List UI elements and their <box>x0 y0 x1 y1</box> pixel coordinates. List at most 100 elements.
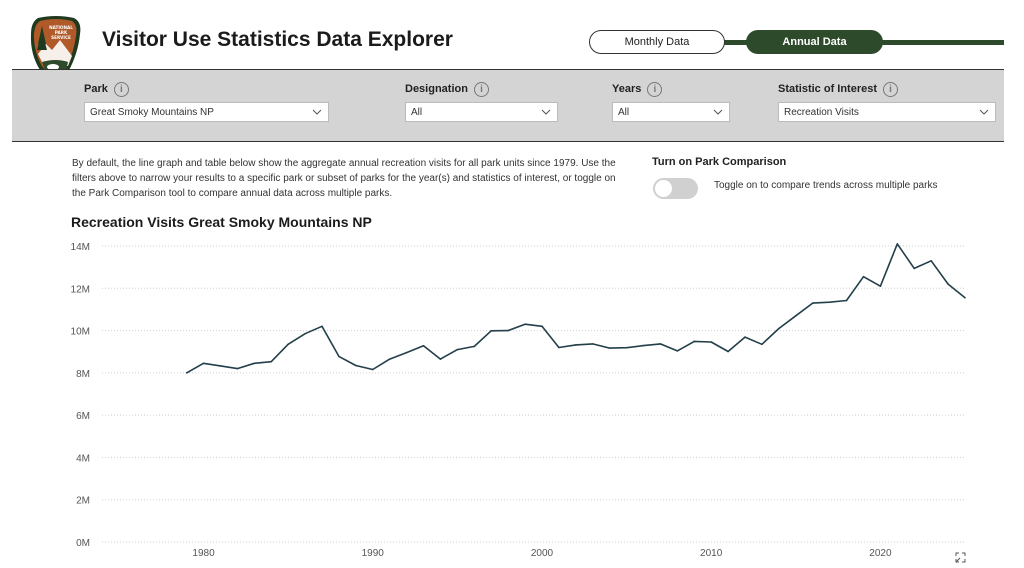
data-point <box>490 329 492 332</box>
comparison-hint: Toggle on to compare trends across multi… <box>714 180 938 191</box>
data-point <box>744 336 746 338</box>
filter-label-statistic: Statistic of Interest <box>778 83 878 95</box>
park-select-value: Great Smoky Mountains NP <box>90 106 214 118</box>
designation-select-value: All <box>411 106 423 118</box>
chart-title: Recreation Visits Great Smoky Mountains … <box>71 214 372 230</box>
info-icon[interactable]: i <box>647 81 663 97</box>
y-tick-label: 2M <box>76 496 90 507</box>
line-chart: 0M 2M 4M 6M 8M 10M 12M 14M 1980 1990 2000 2010 2020 <box>71 242 966 559</box>
data-point <box>371 368 374 371</box>
data-point <box>930 260 932 262</box>
data-point <box>879 285 882 287</box>
chevron-down-icon <box>541 109 551 115</box>
data-point <box>947 283 949 285</box>
data-point <box>270 360 273 363</box>
data-point <box>524 323 526 326</box>
data-point <box>355 364 357 367</box>
filter-bar: Park i Great Smoky Mountains NP Designati… <box>12 69 1004 142</box>
park-select[interactable]: Great Smoky Mountains NP <box>84 102 329 122</box>
data-point <box>202 362 205 365</box>
data-point <box>913 267 916 270</box>
park-comparison-toggle[interactable] <box>653 178 698 199</box>
filter-label-years: Years <box>612 83 642 95</box>
chevron-down-icon <box>312 109 322 115</box>
data-point <box>794 314 797 317</box>
logo-text-national: NATIONAL <box>49 25 73 30</box>
data-point <box>219 365 222 367</box>
info-icon[interactable]: i <box>473 81 489 97</box>
info-icon[interactable]: i <box>883 81 899 97</box>
data-point <box>710 341 712 343</box>
data-point <box>642 344 645 347</box>
years-select[interactable]: All <box>612 102 730 122</box>
data-point <box>964 297 966 299</box>
designation-select[interactable]: All <box>405 102 558 122</box>
logo-text-park: PARK <box>55 30 68 35</box>
data-point <box>828 301 831 304</box>
page-title: Visitor Use Statistics Data Explorer <box>102 28 453 51</box>
tab-annual-data[interactable]: Annual Data <box>746 30 883 54</box>
data-point <box>778 327 780 330</box>
data-point <box>253 362 256 365</box>
data-point <box>541 325 543 328</box>
years-select-value: All <box>618 106 630 118</box>
data-point <box>862 275 865 278</box>
x-tick-label: 2010 <box>700 548 723 559</box>
filter-park: Park i Great Smoky Mountains NP <box>84 80 329 122</box>
data-point <box>388 358 391 360</box>
data-point <box>439 358 442 360</box>
data-point <box>727 350 729 353</box>
description-text: By default, the line graph and table bel… <box>72 158 616 199</box>
y-tick-label: 8M <box>76 369 90 380</box>
data-point <box>811 302 814 304</box>
statistic-select-value: Recreation Visits <box>784 106 859 118</box>
comparison-title: Turn on Park Comparison <box>652 156 787 168</box>
toggle-knob <box>655 180 672 197</box>
data-point <box>761 343 763 346</box>
filter-label-designation: Designation <box>405 83 468 95</box>
data-point <box>896 243 899 245</box>
logo-text-service: SERVICE <box>51 35 71 40</box>
x-tick-label: 2000 <box>531 548 554 559</box>
filter-statistic: Statistic of Interest i Recreation Visits <box>778 80 996 122</box>
statistic-select[interactable]: Recreation Visits <box>778 102 996 122</box>
data-point <box>338 355 340 358</box>
chevron-down-icon <box>979 109 989 115</box>
data-point <box>422 344 425 347</box>
data-point <box>845 299 848 302</box>
y-tick-label: 12M <box>71 284 90 295</box>
y-tick-label: 10M <box>71 327 90 338</box>
data-point <box>676 350 679 352</box>
y-tick-label: 4M <box>76 453 90 464</box>
data-point <box>405 351 408 354</box>
expand-icon[interactable] <box>955 552 966 563</box>
data-point <box>185 372 188 374</box>
y-tick-label: 6M <box>76 411 90 422</box>
data-point <box>575 344 577 346</box>
y-tick-label: 0M <box>76 538 90 549</box>
filter-label-park: Park <box>84 83 108 95</box>
data-point <box>659 343 662 345</box>
header: NATIONAL PARK SERVICE Visitor Use Statis… <box>0 0 1024 88</box>
data-point <box>608 347 611 349</box>
filter-years: Years i All <box>612 80 730 122</box>
info-icon[interactable]: i <box>113 81 129 97</box>
data-point <box>507 329 509 332</box>
data-point <box>287 343 289 346</box>
data-point <box>625 346 628 349</box>
y-tick-label: 14M <box>71 242 90 253</box>
x-tick-label: 1980 <box>192 548 215 559</box>
data-point <box>473 345 476 348</box>
data-point <box>304 332 306 335</box>
data-point <box>321 325 323 328</box>
chevron-down-icon <box>713 109 723 115</box>
x-tick-label: 1990 <box>362 548 385 559</box>
data-point <box>591 343 594 345</box>
data-point <box>236 367 239 370</box>
tab-monthly-data[interactable]: Monthly Data <box>589 30 725 54</box>
x-tick-label: 2020 <box>869 548 892 559</box>
data-point <box>558 346 560 349</box>
data-point <box>693 340 696 343</box>
filter-designation: Designation i All <box>405 80 558 122</box>
data-point <box>456 348 459 351</box>
